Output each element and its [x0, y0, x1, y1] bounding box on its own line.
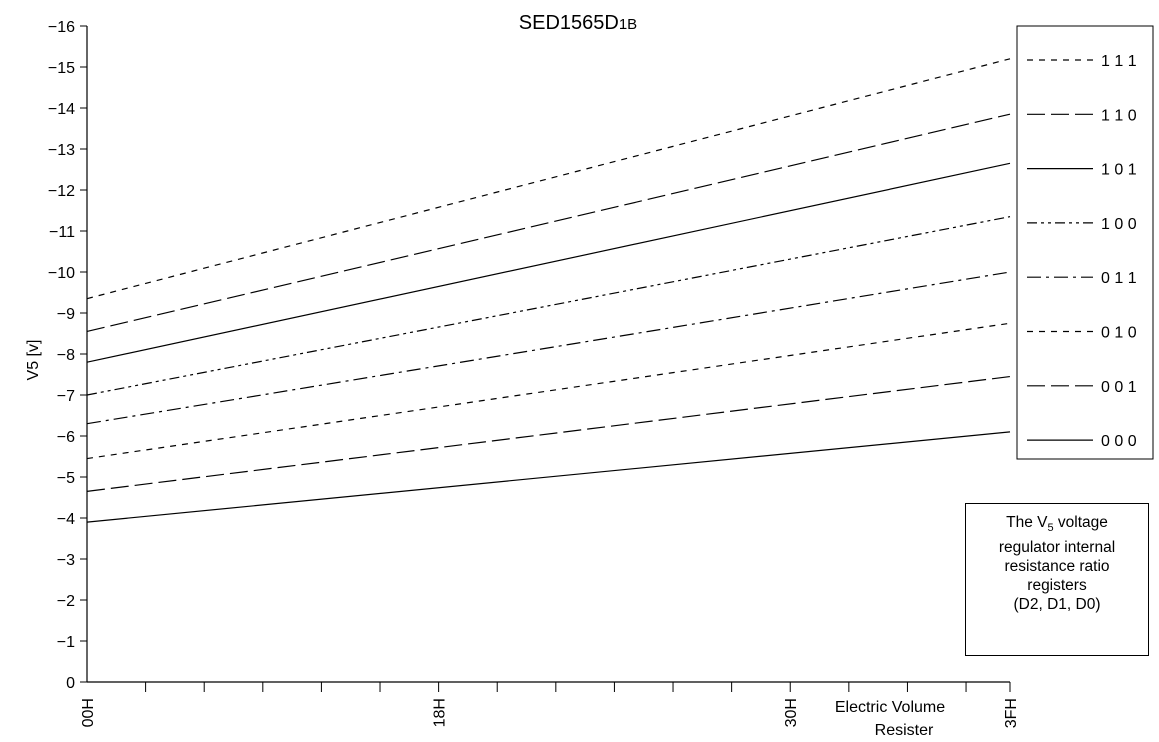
- legend-box: [1016, 25, 1154, 460]
- legend-label: 0 1 0: [1101, 325, 1137, 342]
- y-tick-label: −15: [48, 60, 75, 77]
- note-line: regulator internal: [998, 539, 1116, 557]
- x-tick-label: 30H: [783, 698, 800, 727]
- y-tick-label: −9: [57, 306, 75, 323]
- y-tick-label: −11: [49, 224, 75, 241]
- series-group: [86, 58, 1011, 523]
- note-line: registers: [1027, 577, 1087, 595]
- note-line: (D2, D1, D0): [1013, 596, 1101, 614]
- series-line: [86, 113, 1011, 333]
- y-tick-label: −10: [48, 265, 75, 282]
- x-axis-label-line1: Electric Volume: [835, 699, 945, 716]
- y-tick-label: −2: [57, 593, 75, 610]
- series-line: [86, 375, 1011, 492]
- series-line: [86, 431, 1011, 523]
- y-tick-label: −3: [57, 552, 75, 569]
- x-ticks: 00H 18H 30H 3FH: [80, 682, 1020, 728]
- x-tick-label: 18H: [432, 698, 449, 727]
- y-ticks: 0 −1 −2 −3 −4 −5 −6 −7 −8 −9 −10 −11 −12 −13 −14 −15 −16: [48, 19, 87, 692]
- y-tick-label: −13: [48, 142, 75, 159]
- chart-title: SED1565D1B: [519, 12, 637, 34]
- y-tick-label: −8: [57, 347, 75, 364]
- y-tick-label: −7: [57, 388, 75, 405]
- legend-label: 1 1 0: [1101, 107, 1137, 124]
- note-line: resistance ratio: [1004, 558, 1110, 576]
- legend-label: 0 0 0: [1101, 433, 1137, 450]
- legend-label: 1 1 1: [1101, 53, 1137, 70]
- y-tick-label: −4: [57, 511, 75, 528]
- x-tick-label: 3FH: [1003, 698, 1020, 728]
- y-tick-label: −1: [57, 634, 75, 651]
- register-note-box: The V5 voltage regulator internal resist…: [965, 503, 1149, 656]
- legend-label: 0 1 1: [1101, 270, 1137, 287]
- y-tick-label: −12: [48, 183, 75, 200]
- x-tick-label: 00H: [80, 698, 97, 727]
- series-line: [86, 322, 1011, 460]
- series-line: [86, 58, 1011, 300]
- legend: 1 1 1 1 1 0 1 0 1 1 0 0 0 1 1 0 1 0 0 0 1 0 0 0: [1016, 25, 1154, 460]
- series-line: [86, 271, 1011, 425]
- legend-label: 1 0 0: [1101, 216, 1137, 233]
- legend-label: 0 0 1: [1101, 379, 1137, 396]
- y-tick-label: −6: [57, 429, 75, 446]
- legend-label: 1 0 1: [1101, 162, 1137, 179]
- series-line: [86, 162, 1011, 363]
- note-line: The V5 voltage: [1006, 514, 1108, 535]
- y-axis-label: V5 [v]: [25, 340, 42, 381]
- series-line: [86, 216, 1011, 396]
- y-tick-label: −5: [57, 470, 75, 487]
- y-tick-label: 0: [66, 675, 75, 692]
- x-axis-label-line2: Resister: [875, 722, 934, 739]
- y-tick-label: −16: [48, 19, 75, 36]
- y-tick-label: −14: [48, 101, 75, 118]
- axes: [86, 26, 1010, 683]
